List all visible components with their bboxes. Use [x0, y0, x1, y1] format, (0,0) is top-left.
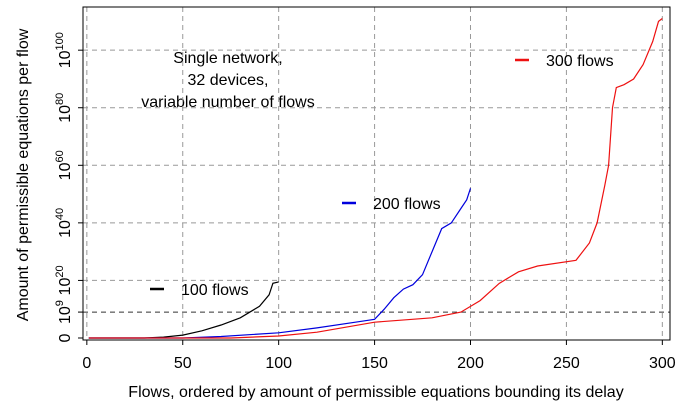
- legend-label: 300 flows: [546, 53, 614, 70]
- y-tick-base: 10: [57, 278, 74, 296]
- annotation: variable number of flows: [141, 94, 314, 111]
- legend-label: 200 flows: [373, 196, 441, 213]
- y-tick-label: 1040: [54, 208, 74, 238]
- x-tick-label: 300: [649, 355, 676, 372]
- y-tick-exponent: 100: [54, 32, 66, 50]
- y-tick-base: 10: [57, 162, 74, 180]
- y-tick-label: 1060: [54, 150, 74, 180]
- y-axis-label: Amount of permissible equations per flow: [15, 28, 32, 321]
- y-tick-exponent: 60: [54, 150, 66, 162]
- y-tick-label: 0: [57, 333, 74, 342]
- x-tick-label: 0: [82, 355, 91, 372]
- y-tick-base: 10: [57, 220, 74, 238]
- y-tick-exponent: 20: [54, 265, 66, 277]
- x-tick-label: 50: [174, 355, 192, 372]
- x-tick-label: 250: [553, 355, 580, 372]
- x-tick-label: 150: [361, 355, 388, 372]
- x-tick-label: 100: [265, 355, 292, 372]
- legend-label: 100 flows: [181, 282, 249, 299]
- y-tick-exponent: 40: [54, 208, 66, 220]
- y-tick-label: 1080: [54, 93, 74, 123]
- y-tick-base: 10: [57, 50, 74, 68]
- annotation: Single network,: [173, 50, 282, 67]
- plot-frame: [82, 6, 671, 341]
- y-tick-base: 10: [57, 105, 74, 123]
- x-axis-label: Flows, ordered by amount of permissible …: [128, 384, 623, 401]
- series-line: [88, 18, 663, 339]
- y-tick-exponent: 9: [54, 300, 66, 306]
- y-tick-base: 10: [57, 306, 74, 324]
- y-tick-label: 109: [54, 300, 74, 324]
- y-tick-label: 10100: [54, 32, 74, 68]
- annotation: 32 devices,: [188, 72, 269, 89]
- y-tick-exponent: 80: [54, 93, 66, 105]
- y-tick-label: 1020: [54, 265, 74, 295]
- x-tick-label: 200: [457, 355, 484, 372]
- series-line: [88, 188, 472, 339]
